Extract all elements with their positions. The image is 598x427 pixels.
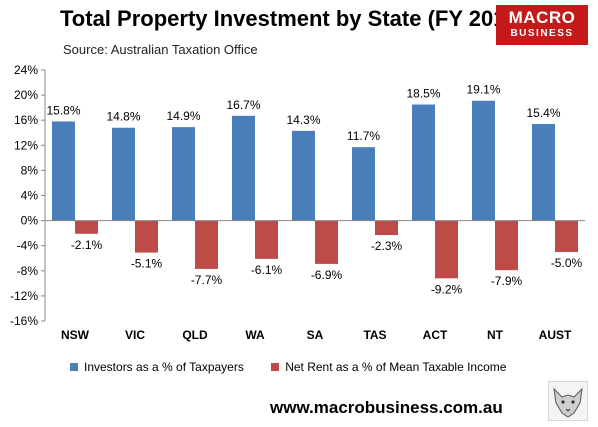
y-tick-label: 20% [14, 88, 38, 102]
x-tick-label: NT [487, 328, 504, 342]
chart-legend: Investors as a % of Taxpayers Net Rent a… [70, 360, 530, 374]
bar-investors [112, 127, 135, 221]
data-label: 18.5% [406, 87, 440, 101]
bar-chart: 24% 20% 16% 12% 8% 4% 0% -4% -8% -12% -16% 15.8% -2.… [10, 63, 585, 342]
x-tick-label: NSW [61, 328, 90, 342]
chart-subtitle: Source: Australian Taxation Office [63, 42, 258, 57]
bar-investors [292, 130, 315, 221]
bar-investors [232, 115, 255, 221]
bar-investors [52, 121, 75, 221]
x-tick-label: WA [245, 328, 265, 342]
logo-line-1: MACRO [508, 8, 576, 27]
y-tick-label: 8% [21, 163, 39, 177]
macrobusiness-logo: MACRO BUSINESS [496, 5, 588, 45]
bar-investors [532, 123, 555, 221]
x-tick-label: TAS [363, 328, 386, 342]
y-tick-label: 4% [21, 189, 39, 203]
chart-title: Total Property Investment by State (FY 2… [60, 6, 525, 31]
data-label: 15.8% [46, 103, 80, 117]
y-tick-label: -16% [10, 314, 38, 328]
legend-item-investors: Investors as a % of Taxpayers [70, 360, 244, 374]
bar-net-rent [195, 220, 218, 269]
data-label: -2.3% [371, 239, 403, 253]
y-tick-label: -8% [17, 264, 39, 278]
bar-net-rent [255, 220, 278, 259]
data-label: 14.9% [166, 109, 200, 123]
logo-line-2: BUSINESS [510, 28, 574, 39]
bar-net-rent [435, 220, 458, 279]
data-label: 11.7% [347, 129, 380, 143]
bar-net-rent [135, 220, 158, 253]
bar-investors [352, 147, 375, 221]
data-label: -5.1% [131, 257, 163, 271]
bar-net-rent [555, 220, 578, 252]
bar-net-rent [495, 220, 518, 271]
data-label: 16.7% [226, 98, 260, 112]
legend-swatch-investors [70, 363, 78, 371]
y-tick-label: -4% [17, 239, 39, 253]
data-label: -5.0% [551, 256, 583, 270]
y-tick-label: 12% [14, 138, 38, 152]
x-tick-label: SA [307, 328, 324, 342]
x-tick-label: ACT [423, 328, 448, 342]
bar-net-rent [315, 220, 338, 264]
data-label: 14.3% [286, 113, 320, 127]
legend-item-net-rent: Net Rent as a % of Mean Taxable Income [271, 360, 506, 374]
bar-investors [412, 104, 435, 221]
data-label: -6.9% [311, 268, 343, 282]
data-label: -7.9% [491, 274, 523, 288]
data-label: -2.1% [71, 238, 103, 252]
bar-net-rent [375, 220, 398, 236]
y-tick-label: 16% [14, 113, 38, 127]
wolf-mascot-icon [548, 381, 588, 421]
x-tick-label: QLD [182, 328, 208, 342]
bar-net-rent [75, 220, 98, 234]
data-label: -7.7% [191, 273, 223, 287]
data-label: 19.1% [466, 83, 500, 97]
legend-label-net-rent: Net Rent as a % of Mean Taxable Income [285, 360, 507, 374]
bar-investors [472, 100, 495, 221]
data-label: -9.2% [431, 282, 463, 296]
y-tick-label: -12% [10, 289, 38, 303]
y-tick-label: 24% [14, 63, 38, 77]
data-label: -6.1% [251, 263, 283, 277]
website-url: www.macrobusiness.com.au [270, 398, 503, 417]
y-tick-label: 0% [21, 214, 39, 228]
legend-swatch-net-rent [271, 363, 280, 371]
x-tick-label: VIC [125, 328, 145, 342]
x-tick-label: AUST [539, 328, 572, 342]
data-label: 15.4% [526, 106, 560, 120]
legend-label-investors: Investors as a % of Taxpayers [84, 360, 244, 374]
bar-investors [172, 127, 195, 221]
data-label: 14.8% [106, 110, 140, 124]
